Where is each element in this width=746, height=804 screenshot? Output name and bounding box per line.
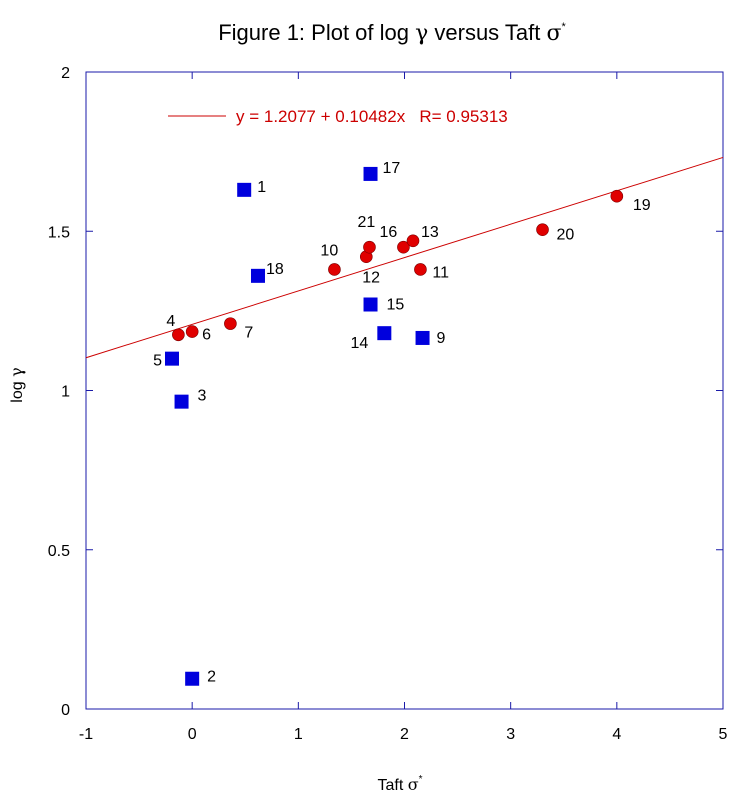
data-point-circle: [414, 263, 427, 276]
data-point-square: [185, 671, 200, 686]
data-point-square: [250, 268, 265, 283]
point-label: 5: [153, 353, 162, 370]
x-tick-label: 4: [612, 726, 621, 743]
data-point-square: [174, 394, 189, 409]
data-point-square: [164, 351, 179, 366]
y-tick-label: 2: [61, 65, 70, 82]
point-label: 15: [387, 297, 405, 314]
point-label: 11: [432, 264, 449, 281]
data-point-circle: [406, 234, 420, 248]
y-axis-label: log γ: [7, 367, 26, 402]
point-label: 17: [383, 160, 401, 177]
point-label: 18: [266, 261, 284, 278]
point-label: 12: [362, 270, 380, 287]
data-point-circle: [397, 240, 410, 254]
data-point-circle: [185, 325, 199, 338]
data-point-square: [377, 326, 392, 341]
point-label: 10: [320, 242, 338, 259]
x-tick-label: 0: [188, 726, 197, 743]
data-point-circle: [363, 240, 376, 254]
data-point-square: [415, 330, 430, 345]
point-label: 9: [437, 330, 446, 347]
point-label: 1: [257, 179, 266, 196]
point-label: 6: [202, 327, 211, 344]
x-tick-label: 1: [294, 726, 303, 743]
data-point-square: [363, 297, 378, 312]
data-point-circle: [610, 189, 624, 203]
point-label: 2: [207, 669, 216, 686]
point-label: 7: [244, 325, 253, 342]
fit-equation-label: y = 1.2077 + 0.10482x R= 0.95313: [236, 107, 508, 126]
data-point-square: [237, 182, 252, 197]
chart-title: Figure 1: Plot of log γ versus Taft σ*: [218, 20, 566, 46]
point-label: 19: [633, 197, 651, 214]
point-label: 14: [351, 335, 369, 352]
y-tick-label: 1.5: [48, 224, 70, 241]
x-tick-label: 3: [506, 726, 515, 743]
data-point-circle: [224, 317, 237, 330]
ticks-layer: -1 0 1 2 3 4 500.511.52: [48, 65, 728, 743]
point-label: 16: [379, 224, 397, 241]
x-tick-label: 2: [400, 726, 409, 743]
point-label: 4: [166, 313, 175, 330]
point-label: 21: [357, 214, 375, 231]
y-tick-label: 0.5: [48, 543, 70, 560]
x-axis-label: Taft σ*: [377, 774, 422, 794]
y-tick-label: 0: [61, 702, 70, 719]
point-label: 20: [557, 227, 575, 244]
y-tick-label: 1: [61, 384, 70, 401]
data-point-circle: [536, 223, 549, 236]
data-point-square: [363, 166, 378, 181]
point-label: 3: [198, 388, 207, 405]
x-tick-label: 5: [719, 726, 728, 743]
x-tick-label: -1: [79, 726, 93, 743]
data-point-circle: [328, 263, 341, 276]
point-label: 13: [421, 224, 439, 241]
data-point-circle: [172, 328, 185, 342]
